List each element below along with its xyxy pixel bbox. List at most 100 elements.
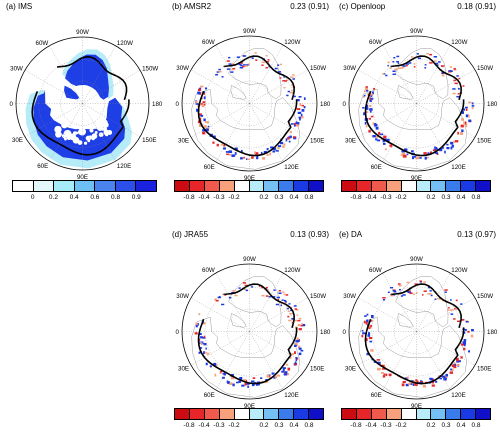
- colorbar-tick-label: 0.2: [259, 194, 269, 201]
- colorbar-tick-label: 0.8: [304, 422, 314, 429]
- difference-pixel: [282, 368, 285, 372]
- longitude-label: 60W: [36, 40, 49, 47]
- difference-pixel: [398, 284, 402, 287]
- longitude-label: 30E: [178, 137, 189, 144]
- colorbar-ticks: -0.8 -0.4 -0.3 -0.2 0.2 0.3 0.4 0.8: [341, 422, 491, 431]
- difference-pixel: [298, 352, 302, 356]
- difference-pixel: [362, 107, 365, 109]
- difference-pixel: [453, 68, 456, 70]
- latitude-circle: [38, 59, 127, 148]
- difference-pixel: [456, 95, 460, 98]
- difference-pixel: [266, 153, 269, 156]
- difference-pixel: [271, 372, 275, 375]
- difference-pixel: [366, 89, 369, 92]
- snow-free-patch: [74, 131, 79, 135]
- difference-pixel: [367, 332, 371, 335]
- difference-pixel: [458, 77, 461, 80]
- longitude-label: 180: [320, 329, 331, 336]
- difference-pixel: [247, 385, 249, 388]
- difference-pixel: [363, 90, 366, 93]
- map-frame: [15, 36, 150, 171]
- longitude-label: 150W: [310, 293, 326, 300]
- difference-pixel: [413, 155, 416, 158]
- coastline: [397, 85, 414, 100]
- difference-pixel: [268, 375, 271, 378]
- difference-pixel: [215, 73, 219, 76]
- difference-pixel: [258, 285, 261, 287]
- longitude-label: 90W: [410, 28, 423, 35]
- difference-pixel: [289, 130, 292, 134]
- difference-pixel: [235, 381, 239, 384]
- difference-pixel: [287, 136, 290, 140]
- difference-pixel: [405, 64, 408, 67]
- coastline: [397, 313, 414, 328]
- snow-free-patch: [54, 125, 62, 134]
- difference-pixel: [216, 143, 219, 147]
- difference-pixel: [424, 64, 427, 66]
- difference-pixel: [463, 343, 466, 347]
- colorbar-tick-label: 0.4: [456, 194, 466, 201]
- difference-pixel: [365, 321, 368, 325]
- longitude-label: 120E: [451, 164, 465, 171]
- difference-pixel: [363, 112, 366, 116]
- difference-pixel: [407, 291, 412, 294]
- difference-pixel: [461, 129, 464, 133]
- difference-pixel: [451, 144, 454, 148]
- colorbar-swatch: [219, 409, 235, 419]
- colorbar-tick-label: 0.9: [131, 194, 141, 201]
- colorbar: [341, 180, 491, 192]
- longitude-label: 0: [176, 101, 180, 108]
- difference-pixel: [387, 61, 390, 64]
- colorbar-ticks: -0.8 -0.4 -0.3 -0.2 0.2 0.3 0.4 0.8: [174, 194, 324, 203]
- colorbar-ticks: -0.8 -0.4 -0.3 -0.2 0.2 0.3 0.4 0.8: [341, 194, 491, 203]
- longitude-label: 30W: [10, 65, 23, 72]
- difference-pixel: [369, 111, 372, 113]
- difference-pixel: [231, 63, 234, 65]
- difference-pixel: [435, 152, 439, 154]
- latitude-circle: [204, 58, 295, 149]
- polar-map: 90W 60W 120W 30W 150W 0 180 30E 150E 60E 120E 90E: [10, 29, 163, 181]
- difference-pixel: [465, 124, 468, 128]
- colorbar-swatch: [54, 181, 75, 191]
- difference-pixel: [266, 147, 269, 151]
- difference-pixel: [254, 52, 257, 54]
- difference-pixel: [242, 64, 246, 66]
- difference-pixel: [450, 299, 452, 301]
- map-frame: [181, 263, 318, 400]
- longitude-label: 90W: [410, 256, 423, 263]
- difference-pixel: [300, 115, 304, 119]
- difference-pixel: [363, 94, 366, 97]
- colorbar-tick-label: -0.2: [228, 422, 240, 429]
- colorbar-swatch: [371, 181, 387, 191]
- difference-pixel: [275, 303, 279, 306]
- difference-pixel: [206, 121, 209, 124]
- colorbar-swatch: [416, 181, 432, 191]
- difference-pixel: [288, 140, 291, 143]
- meridian-line: [82, 103, 116, 162]
- difference-pixel: [277, 298, 280, 301]
- longitude-label: 120W: [451, 267, 467, 274]
- colorbar-tick-label: -0.3: [380, 422, 392, 429]
- difference-pixel: [453, 366, 457, 369]
- difference-pixel: [242, 65, 245, 68]
- difference-pixel: [461, 118, 464, 121]
- difference-pixel: [392, 61, 395, 63]
- difference-pixel: [283, 299, 287, 302]
- difference-pixel: [450, 313, 454, 315]
- difference-pixel: [198, 313, 201, 316]
- difference-pixel: [301, 104, 305, 107]
- difference-pixel: [291, 84, 294, 86]
- difference-pixel: [382, 368, 386, 370]
- meridian-line: [249, 44, 284, 104]
- difference-pixel: [468, 119, 472, 123]
- difference-pixel: [427, 293, 431, 295]
- difference-pixel: [284, 302, 287, 304]
- difference-pixel: [411, 156, 415, 160]
- difference-pixel: [220, 143, 225, 146]
- colorbar-swatch: [264, 181, 280, 191]
- colorbar-swatch: [446, 409, 462, 419]
- difference-pixel: [382, 364, 385, 368]
- difference-pixel: [244, 382, 247, 386]
- difference-pixel: [201, 102, 203, 105]
- difference-pixel: [424, 156, 427, 160]
